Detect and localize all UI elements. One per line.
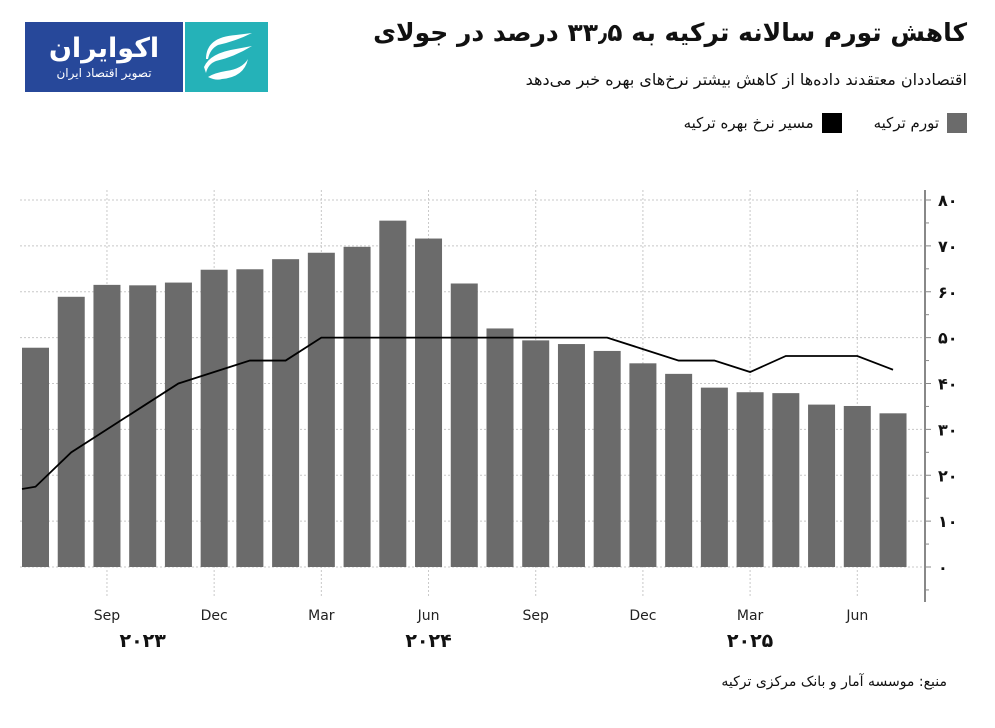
- legend-label-interest-rate: مسیر نرخ بهره ترکیه: [683, 114, 814, 132]
- bar-inflation: [307, 252, 335, 567]
- bar-inflation: [843, 405, 871, 567]
- page-subtitle: اقتصاددان معتقدند داده‌ها از کاهش بیشتر …: [525, 70, 967, 89]
- bar-inflation: [450, 283, 478, 567]
- y-tick-label: ۱۰: [938, 512, 958, 531]
- legend-swatch-interest-rate: [821, 113, 842, 133]
- y-tick-label: ۸۰: [938, 191, 958, 210]
- x-tick-label: Dec: [201, 608, 228, 624]
- bar-inflation: [808, 404, 836, 567]
- bar-inflation: [522, 340, 550, 567]
- x-year-label: ۲۰۲۴: [405, 630, 451, 652]
- x-tick-label: Dec: [629, 608, 656, 624]
- y-tick-label: ۳۰: [938, 420, 958, 439]
- x-tick-label: Mar: [737, 608, 764, 624]
- x-year-label: ۲۰۲۵: [727, 630, 774, 652]
- x-tick-label: Jun: [417, 608, 440, 624]
- bar-inflation: [486, 328, 514, 567]
- bar-inflation: [272, 259, 300, 567]
- logo-name: اکوایران: [48, 33, 160, 64]
- line-interest-rate: [21, 336, 894, 490]
- bar-inflation: [129, 285, 157, 567]
- legend-swatch-inflation: [947, 113, 967, 133]
- bar-inflation: [593, 350, 621, 567]
- logo-text-block: اکوایران تصویر اقتصاد ایران: [25, 22, 183, 92]
- y-tick-label: ۷۰: [938, 237, 958, 256]
- legend-item-interest-rate: مسیر نرخ بهره ترکیه: [684, 113, 842, 133]
- bar-inflation: [736, 392, 764, 567]
- source-note: منبع: موسسه آمار و بانک مرکزی ترکیه: [721, 674, 947, 690]
- y-tick-label: ۲۰: [938, 466, 958, 485]
- legend-item-inflation: تورم ترکیه: [874, 113, 967, 133]
- bar-inflation: [415, 238, 443, 567]
- bar-inflation: [629, 363, 657, 567]
- bar-inflation: [379, 220, 407, 568]
- bar-inflation: [164, 282, 192, 567]
- y-tick-label: ۰: [938, 558, 948, 577]
- bar-inflation: [879, 413, 907, 567]
- y-tick-label: ۶۰: [938, 283, 958, 302]
- x-tick-label: Jun: [845, 608, 868, 624]
- brand-logo: اکوایران تصویر اقتصاد ایران: [25, 22, 268, 92]
- bar-inflation: [93, 284, 121, 567]
- legend-label-inflation: تورم ترکیه: [873, 114, 939, 132]
- y-tick-label: ۵۰: [938, 329, 958, 348]
- bar-inflation: [665, 373, 693, 567]
- y-tick-label: ۴۰: [938, 375, 958, 394]
- x-tick-label: Sep: [94, 608, 121, 624]
- chart-legend: تورم ترکیه مسیر نرخ بهره ترکیه: [662, 113, 967, 133]
- x-tick-label: Sep: [523, 608, 550, 624]
- bar-inflation: [57, 296, 85, 567]
- logo-mark-icon: [183, 22, 268, 92]
- bar-inflation: [700, 387, 728, 567]
- bar-inflation: [22, 347, 49, 567]
- x-tick-label: Mar: [308, 608, 335, 624]
- bar-inflation: [557, 344, 585, 567]
- bar-inflation: [200, 269, 228, 567]
- bar-inflation: [772, 393, 800, 567]
- page-title: کاهش تورم سالانه ترکیه به ۳۳٫۵ درصد در ج…: [373, 18, 967, 47]
- x-year-label: ۲۰۲۳: [119, 630, 166, 652]
- bar-inflation: [343, 246, 371, 568]
- bar-inflation: [236, 269, 264, 567]
- logo-tagline: تصویر اقتصاد ایران: [56, 66, 152, 80]
